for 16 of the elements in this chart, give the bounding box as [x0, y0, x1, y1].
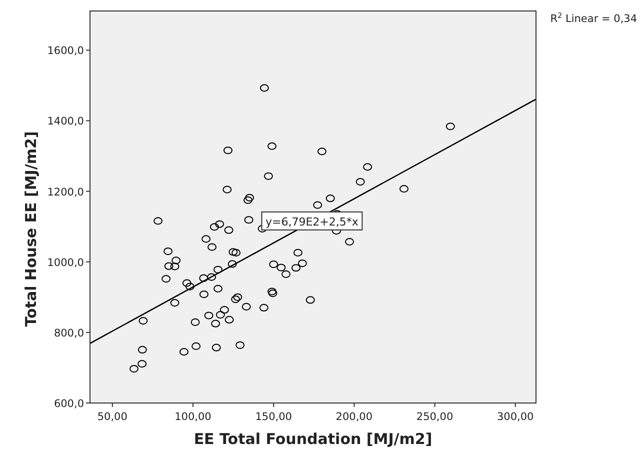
x-tick-label: 300,00 [496, 411, 534, 423]
x-tick-label: 50,00 [97, 411, 128, 423]
x-tick-label: 150,00 [255, 411, 292, 423]
x-tick-label: 200,00 [336, 411, 373, 423]
y-tick-label: 800,0 [54, 327, 84, 340]
x-axis-title: EE Total Foundation [MJ/m2] [194, 430, 432, 448]
y-tick-label: 1400,0 [47, 116, 84, 128]
x-tick-label: 250,00 [416, 411, 454, 423]
text: R$^{2}$ Linear = 0,34 [550, 10, 638, 25]
x-tick-label: 100,00 [174, 411, 212, 423]
y-tick-label: 600,0 [54, 398, 84, 410]
annotation: y=6,79E2+2,5*x [266, 215, 359, 228]
y-tick-label: 1600,0 [47, 45, 84, 58]
y-axis-title: Total House EE [MJ/m2] [22, 131, 40, 327]
y-tick-label: 1200,0 [47, 186, 84, 198]
y-tick-label: 1000,0 [47, 256, 84, 269]
